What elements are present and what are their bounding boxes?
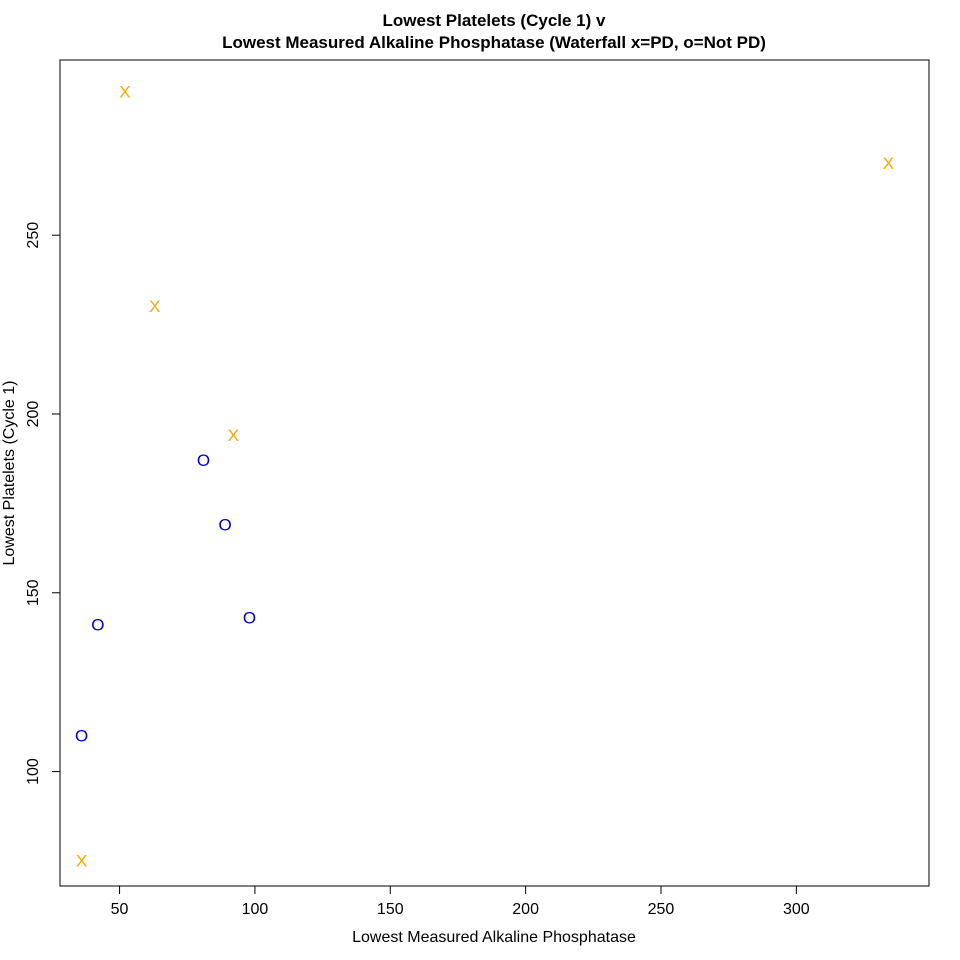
y-tick-label: 250 xyxy=(25,222,42,249)
not-pd-point: O xyxy=(75,726,88,745)
pd-point: X xyxy=(149,297,160,316)
x-tick-label: 150 xyxy=(377,901,404,918)
y-tick-label: 100 xyxy=(25,758,42,785)
pd-point: X xyxy=(119,83,130,102)
plot-frame xyxy=(59,59,930,887)
x-axis-label: Lowest Measured Alkaline Phosphatase xyxy=(352,929,636,946)
x-tick-label: 250 xyxy=(648,901,675,918)
x-axis: 50 100 150 200 250 300 xyxy=(111,885,810,918)
not-pd-point: O xyxy=(219,515,232,534)
pd-point: X xyxy=(228,426,239,445)
chart-title: Lowest Platelets (Cycle 1) v xyxy=(383,11,607,30)
not-pd-point: O xyxy=(243,608,256,627)
pd-point: X xyxy=(883,154,894,173)
chart-subtitle: Lowest Measured Alkaline Phosphatase (Wa… xyxy=(222,33,766,52)
y-tick-label: 150 xyxy=(25,579,42,606)
y-axis-label: Lowest Platelets (Cycle 1) xyxy=(1,381,18,566)
y-axis: 100 150 200 250 xyxy=(25,222,61,785)
x-tick-label: 100 xyxy=(242,901,269,918)
not-pd-point: O xyxy=(91,615,104,634)
y-tick-label: 200 xyxy=(25,401,42,428)
x-tick-label: 300 xyxy=(783,901,810,918)
not-pd-point: O xyxy=(197,451,210,470)
pd-point: X xyxy=(76,851,87,870)
x-tick-label: 50 xyxy=(111,901,129,918)
x-tick-label: 200 xyxy=(512,901,539,918)
